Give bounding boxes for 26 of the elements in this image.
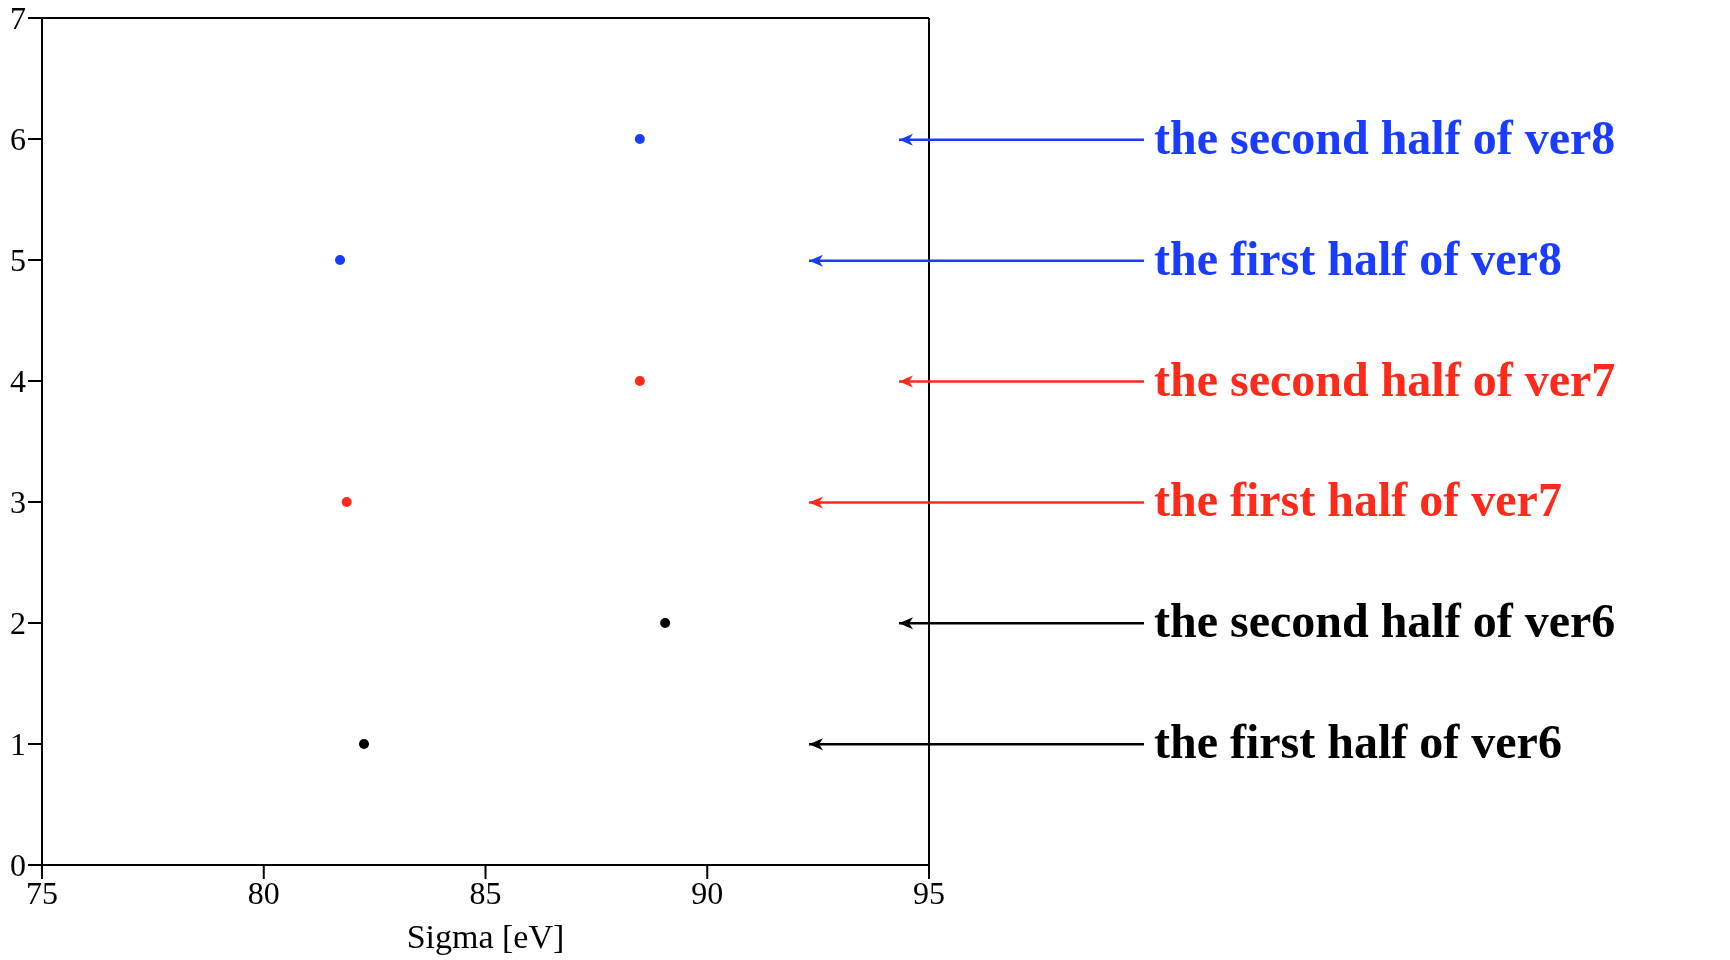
- x-tick-label: 75: [26, 874, 58, 911]
- y-tick-label: 5: [10, 242, 26, 279]
- point: [335, 255, 346, 265]
- text: the first half of ver8: [1154, 230, 1562, 287]
- y-tick-label: 1: [10, 726, 26, 763]
- y-tick-label: 0: [10, 847, 26, 884]
- y-tick-label: 7: [10, 0, 26, 37]
- text: the first half of ver7: [1154, 472, 1562, 529]
- text: the first half of ver6: [1154, 714, 1562, 771]
- text: the second half of ver7: [1154, 351, 1616, 408]
- x-tick-label: 90: [691, 874, 724, 911]
- x-tick-label: 80: [247, 874, 280, 911]
- y-tick-label: 4: [10, 363, 26, 400]
- x-axis-title: Sigma [eV]: [406, 918, 565, 955]
- y-tick-label: 2: [10, 605, 26, 642]
- point: [660, 618, 671, 628]
- text: the second half of ver8: [1154, 109, 1616, 166]
- text: the second half of ver6: [1154, 593, 1616, 650]
- y-tick-label: 6: [10, 121, 26, 158]
- x-tick-label: 85: [469, 874, 502, 911]
- point: [634, 134, 645, 144]
- y-tick-label: 3: [10, 484, 26, 521]
- x-tick-label: 95: [913, 874, 945, 911]
- point: [341, 497, 352, 507]
- point: [634, 376, 645, 386]
- point: [358, 739, 369, 749]
